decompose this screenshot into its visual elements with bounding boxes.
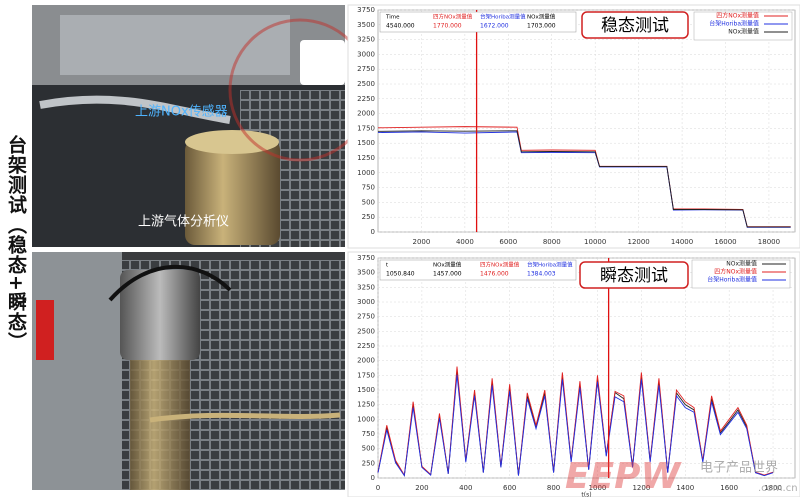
- x-tick-label: 8000: [543, 238, 561, 246]
- x-tick-label: 200: [415, 484, 428, 492]
- y-tick-label: 3250: [357, 283, 375, 291]
- x-axis-label: t(s): [581, 492, 591, 497]
- y-tick-label: 2500: [357, 327, 375, 335]
- y-tick-label: 500: [362, 198, 375, 206]
- plot-area: [377, 257, 796, 479]
- y-tick-label: 1750: [357, 124, 375, 132]
- readout-name: NOx测量值: [527, 13, 556, 21]
- y-tick-label: 3500: [357, 269, 375, 277]
- x-tick-label: 6000: [499, 238, 517, 246]
- x-tick-label: 12000: [627, 238, 649, 246]
- y-tick-label: 1000: [357, 415, 375, 423]
- x-tick-label: 0: [376, 484, 380, 492]
- chart-title: 稳态测试: [601, 16, 669, 36]
- x-tick-label: 1800: [764, 484, 782, 492]
- y-tick-label: 2000: [357, 357, 375, 365]
- readout-name: 台架Horiba测量值: [527, 261, 573, 269]
- legend-label: 台架Horiba测量值: [707, 276, 757, 284]
- y-tick-label: 2000: [357, 110, 375, 118]
- readout-value: 1457.000: [433, 271, 462, 278]
- readout-box: [379, 11, 577, 33]
- readout-value: 1703.000: [527, 23, 556, 30]
- y-tick-label: 3500: [357, 21, 375, 29]
- readout-name: t: [386, 263, 389, 269]
- y-tick-label: 1750: [357, 371, 375, 379]
- y-tick-label: 3750: [357, 6, 375, 14]
- x-tick-label: 1600: [720, 484, 738, 492]
- y-tick-label: 2750: [357, 65, 375, 73]
- series-line: [377, 130, 791, 228]
- y-tick-label: 2750: [357, 313, 375, 321]
- y-tick-label: 2250: [357, 95, 375, 103]
- plot-area: [377, 9, 796, 233]
- y-tick-label: 2250: [357, 342, 375, 350]
- y-tick-label: 500: [362, 445, 375, 453]
- readout-name: Time: [385, 15, 400, 21]
- x-tick-label: 16000: [714, 238, 736, 246]
- photo-label: 上游NOx传感器: [135, 104, 228, 120]
- series-line: [377, 374, 774, 477]
- y-tick-label: 3000: [357, 298, 375, 306]
- x-tick-label: 1200: [632, 484, 650, 492]
- readout-name: NOx测量值: [433, 261, 462, 269]
- charts: 0250500750100012501500175020002250250027…: [347, 4, 800, 497]
- y-tick-label: 750: [362, 184, 375, 192]
- y-tick-label: 1500: [357, 386, 375, 394]
- y-tick-label: 3000: [357, 50, 375, 58]
- readout-value: 1672.000: [480, 23, 509, 30]
- x-tick-label: 600: [503, 484, 516, 492]
- photo-bottom: [32, 252, 345, 490]
- y-tick-label: 250: [362, 459, 375, 467]
- legend-label: 四方NOx测量值: [716, 12, 759, 20]
- readout-value: 1770.000: [433, 23, 462, 30]
- y-tick-label: 1250: [357, 401, 375, 409]
- x-tick-label: 1000: [589, 484, 607, 492]
- y-tick-label: 1000: [357, 169, 375, 177]
- x-tick-label: 18000: [758, 238, 780, 246]
- readout-value: 1384.003: [527, 271, 556, 278]
- readout-name: 四方NOx测量值: [480, 261, 520, 269]
- photo-top: [32, 5, 372, 247]
- y-tick-label: 1500: [357, 139, 375, 147]
- readout-box: [379, 259, 577, 281]
- y-tick-label: 3250: [357, 36, 375, 44]
- y-tick-label: 250: [362, 213, 375, 221]
- y-tick-label: 0: [371, 228, 375, 236]
- legend-label: 台架Horiba测量值: [709, 20, 759, 28]
- x-tick-label: 4000: [456, 238, 474, 246]
- chart-title: 瞬态测试: [600, 266, 668, 286]
- x-tick-label: 10000: [584, 238, 606, 246]
- readout-name: 台架Horiba测量值: [480, 13, 526, 21]
- legend-label: 四方NOx测量值: [714, 268, 757, 276]
- legend-box: [693, 11, 793, 41]
- x-tick-label: 14000: [671, 238, 693, 246]
- watermark-brand: EEPW: [565, 456, 683, 497]
- y-tick-label: 750: [362, 430, 375, 438]
- readout-value: 1476.000: [480, 271, 509, 278]
- y-tick-label: 0: [371, 474, 375, 482]
- y-tick-label: 3750: [357, 254, 375, 262]
- x-tick-label: 1400: [676, 484, 694, 492]
- legend-box: [691, 259, 791, 289]
- side-title: 台架测试（稳态+瞬态）: [5, 135, 27, 352]
- x-tick-label: 400: [459, 484, 472, 492]
- photo-label: 上游气体分析仪: [138, 214, 229, 230]
- watermark-name: 电子产品世界: [700, 461, 778, 476]
- title-box: [579, 261, 689, 289]
- legend-label: NOx测量值: [726, 260, 757, 268]
- readout-value: 4540.000: [386, 23, 415, 30]
- x-tick-label: 2000: [413, 238, 431, 246]
- legend-label: NOx测量值: [728, 28, 759, 36]
- x-tick-label: 800: [547, 484, 560, 492]
- readout-name: 四方NOx测量值: [433, 13, 473, 21]
- title-box: [581, 11, 689, 39]
- y-tick-label: 2500: [357, 80, 375, 88]
- readout-value: 1050.840: [386, 271, 415, 278]
- y-tick-label: 1250: [357, 154, 375, 162]
- watermark-domain: .com.cn: [758, 483, 798, 494]
